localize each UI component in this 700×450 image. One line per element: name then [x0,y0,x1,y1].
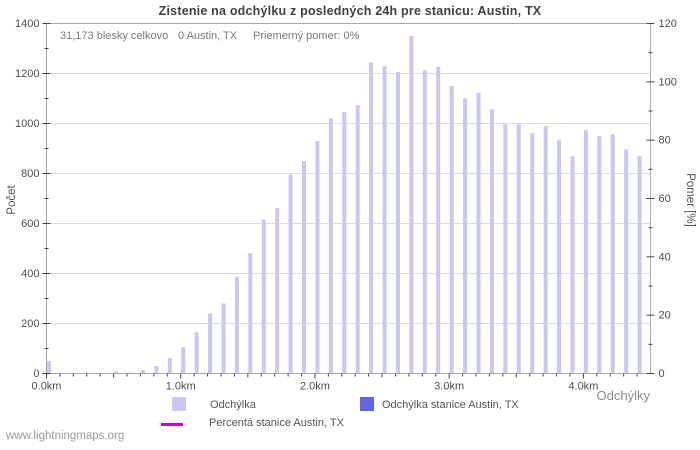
svg-text:400: 400 [21,268,39,280]
svg-text:80: 80 [659,135,671,147]
x-axis-label: Odchýlky [596,388,650,403]
svg-text:3.0km: 3.0km [434,381,464,393]
svg-text:60: 60 [659,193,671,205]
svg-text:40: 40 [659,251,671,263]
annotation-total-strikes: 31,173 blesky celkovo [60,30,169,42]
legend-swatch-station-deviation [360,397,374,411]
svg-text:4.0km: 4.0km [568,381,598,393]
svg-text:0: 0 [659,368,665,380]
svg-text:1200: 1200 [15,68,39,80]
watermark-link[interactable]: www.lightningmaps.org [6,430,125,442]
legend-label-station-deviation: Odchýlka stanice Austin, TX [382,399,519,411]
svg-text:200: 200 [21,318,39,330]
y-axis-label-right: Pomer [%] [684,173,696,227]
svg-text:1000: 1000 [15,118,39,130]
svg-text:1.0km: 1.0km [166,381,196,393]
svg-text:800: 800 [21,168,39,180]
svg-text:2.0km: 2.0km [300,381,330,393]
svg-text:120: 120 [659,18,677,30]
svg-text:600: 600 [21,218,39,230]
svg-text:1400: 1400 [15,18,39,30]
legend-label-deviation: Odchýlka [210,399,256,411]
legend-line-station-percent [161,423,183,426]
y-axis-label-left: Počet [6,185,18,215]
svg-text:0.0km: 0.0km [32,381,62,393]
svg-text:20: 20 [659,310,671,322]
svg-text:0: 0 [33,368,39,380]
legend-swatch-deviation [172,397,186,411]
chart-title: Zistenie na odchýlku z posledných 24h pr… [158,4,542,18]
annotation-station-count: 0 Austin, TX [178,30,238,42]
annotation-average-ratio: Priemerný pomer: 0% [253,30,360,42]
legend-label-station-percent: Percentá stanice Austin, TX [209,417,344,429]
svg-text:100: 100 [659,76,677,88]
